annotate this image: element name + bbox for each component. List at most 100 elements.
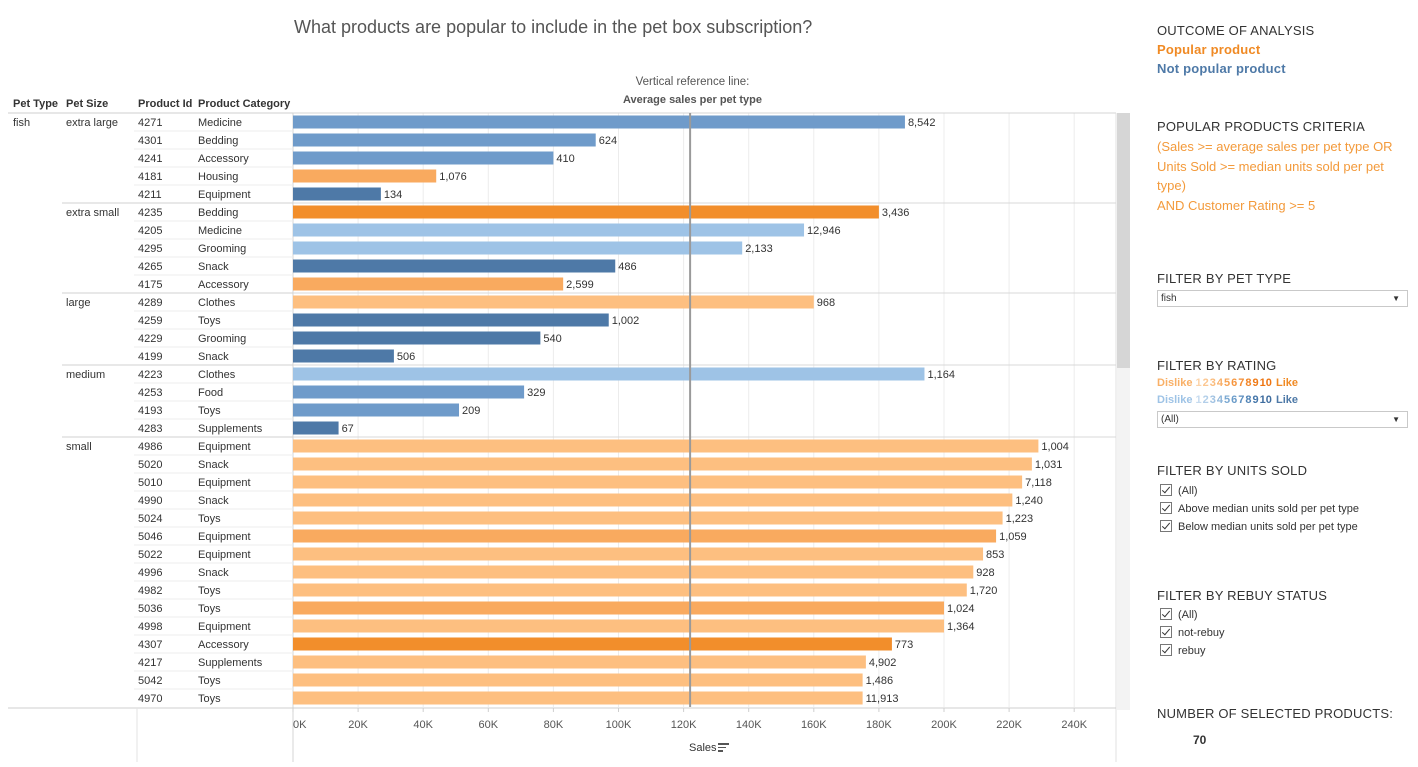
bar [293, 259, 616, 273]
bar [293, 403, 460, 417]
bar-data-label: 1,223 [1006, 513, 1034, 525]
criteria-line-1: (Sales >= average sales per pet type OR [1157, 139, 1393, 154]
row-product-id: 5020 [138, 459, 162, 471]
checkbox-checked-icon[interactable] [1160, 502, 1172, 514]
rating-dropdown[interactable]: (All) ▼ [1157, 411, 1408, 428]
row-product-id: 4996 [138, 567, 162, 579]
checkbox-checked-icon[interactable] [1160, 608, 1172, 620]
x-tick-label: 120K [671, 719, 697, 731]
rebuy-option-label: (All) [1178, 609, 1198, 621]
units-sold-option-label: Below median units sold per pet type [1178, 521, 1358, 533]
rating-scale-value: 2 [1202, 377, 1209, 389]
bar [293, 241, 743, 255]
rebuy-option-all[interactable]: (All) [1160, 608, 1224, 626]
rating-like-label: Like [1275, 377, 1298, 389]
bar-data-label: 134 [384, 189, 402, 201]
bar-data-label: 1,002 [612, 315, 640, 327]
row-product-category: Snack [198, 495, 229, 507]
pet-type-dropdown-value: fish [1161, 293, 1177, 304]
selected-products-count: 70 [1193, 733, 1207, 747]
row-product-category: Toys [198, 603, 221, 615]
bar-data-label: 209 [462, 405, 480, 417]
units-sold-checklist: (All) Above median units sold per pet ty… [1160, 484, 1359, 538]
criteria-line-3: type) [1157, 178, 1186, 193]
rating-legend-not-popular: Dislike 12345678910 Like [1157, 394, 1298, 406]
rating-dislike-label: Dislike [1157, 394, 1193, 406]
x-tick-label: 60K [479, 719, 499, 731]
bar-data-label: 7,118 [1025, 477, 1052, 489]
x-tick-label: 160K [801, 719, 827, 731]
pet-type-dropdown[interactable]: fish ▼ [1157, 290, 1408, 307]
x-axis-title[interactable]: Sales [689, 742, 729, 754]
bar-data-label: 853 [986, 549, 1004, 561]
row-product-category: Bedding [198, 207, 238, 219]
checkbox-checked-icon[interactable] [1160, 626, 1172, 638]
row-pet-size: large [66, 297, 90, 309]
checkbox-checked-icon[interactable] [1160, 520, 1172, 532]
row-product-id: 5042 [138, 675, 162, 687]
row-product-category: Equipment [198, 189, 251, 201]
legend-popular[interactable]: Popular product [1157, 42, 1261, 57]
bar [293, 133, 596, 147]
row-product-category: Toys [198, 693, 221, 705]
rating-scale-value: 7 [1238, 377, 1245, 389]
row-product-id: 4998 [138, 621, 162, 633]
bar [293, 313, 609, 327]
header-product-category[interactable]: Product Category [198, 98, 291, 110]
x-tick-label: 0K [293, 719, 307, 731]
filter-pet-type-title: FILTER BY PET TYPE [1157, 271, 1292, 286]
bar [293, 421, 339, 435]
x-tick-label: 240K [1061, 719, 1087, 731]
row-product-id: 4970 [138, 693, 162, 705]
x-tick-label: 100K [606, 719, 632, 731]
rating-scale-value: 1 [1195, 377, 1202, 389]
criteria-line-4: AND Customer Rating >= 5 [1157, 197, 1316, 213]
legend-not-popular[interactable]: Not popular product [1157, 61, 1286, 76]
rating-scale-value: 6 [1231, 377, 1238, 389]
row-product-category: Accessory [198, 279, 249, 291]
rating-scale-value: 10 [1259, 377, 1272, 389]
row-product-category: Clothes [198, 297, 236, 309]
units-sold-option-all[interactable]: (All) [1160, 484, 1359, 502]
row-product-id: 4205 [138, 225, 162, 237]
row-product-id: 4289 [138, 297, 162, 309]
bar-data-label: 1,031 [1035, 459, 1063, 471]
row-product-id: 4986 [138, 441, 162, 453]
rating-scale-value: 10 [1259, 394, 1272, 406]
row-product-id: 5022 [138, 549, 162, 561]
rebuy-option-label: not-rebuy [1178, 627, 1225, 639]
bar [293, 475, 1023, 489]
rating-scale-value: 8 [1245, 377, 1252, 389]
header-product-id[interactable]: Product Id [138, 98, 193, 110]
bar-data-label: 624 [599, 135, 617, 147]
x-tick-label: 200K [931, 719, 957, 731]
header-pet-size[interactable]: Pet Size [66, 98, 109, 110]
reference-line-subtitle: Average sales per pet type [623, 94, 762, 106]
bar-data-label: 1,486 [866, 675, 894, 687]
row-pet-size: extra large [66, 117, 118, 129]
rebuy-option-not-rebuy[interactable]: not-rebuy [1160, 626, 1224, 644]
sort-descending-icon[interactable] [717, 743, 729, 752]
bar [293, 529, 997, 543]
row-pet-size: small [66, 441, 92, 453]
header-pet-type[interactable]: Pet Type [13, 98, 59, 110]
checkbox-checked-icon[interactable] [1160, 644, 1172, 656]
row-product-category: Accessory [198, 153, 249, 165]
rating-scale-value: 5 [1224, 377, 1231, 389]
units-sold-option-above[interactable]: Above median units sold per pet type [1160, 502, 1359, 520]
bar-data-label: 329 [527, 387, 545, 399]
bar [293, 187, 381, 201]
row-product-category: Toys [198, 405, 221, 417]
rebuy-option-rebuy[interactable]: rebuy [1160, 644, 1224, 662]
row-product-category: Snack [198, 459, 229, 471]
checkbox-checked-icon[interactable] [1160, 484, 1172, 496]
x-tick-label: 20K [348, 719, 368, 731]
units-sold-option-below[interactable]: Below median units sold per pet type [1160, 520, 1359, 538]
row-product-category: Supplements [198, 657, 263, 669]
bar-data-label: 1,164 [927, 369, 955, 381]
row-product-id: 4283 [138, 423, 162, 435]
row-product-category: Medicine [198, 117, 242, 129]
bar-data-label: 2,133 [745, 243, 773, 255]
chart-scrollbar-thumb[interactable] [1117, 113, 1130, 368]
row-product-category: Toys [198, 513, 221, 525]
